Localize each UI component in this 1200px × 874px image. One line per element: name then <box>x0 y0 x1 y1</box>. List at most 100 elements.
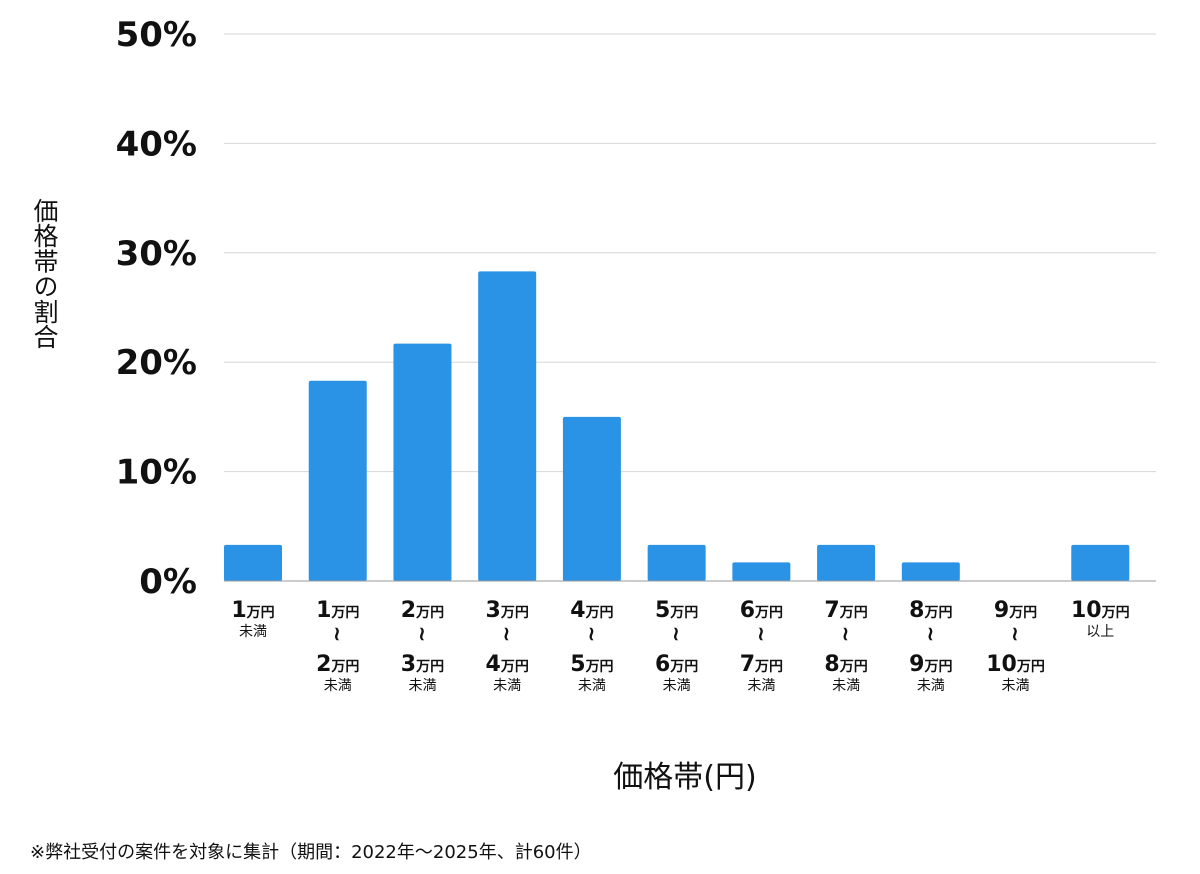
category-label-top: 6万円 <box>740 598 783 623</box>
category-number: 7 <box>824 598 839 623</box>
category-label-top: 2万円 <box>401 598 444 623</box>
category-number: 4 <box>486 652 501 677</box>
bar <box>817 544 876 581</box>
y-tick-label: 40% <box>116 124 197 164</box>
category-label-top: 7万円 <box>824 598 867 623</box>
category-suffix: 未満 <box>324 678 352 694</box>
category-tilde: ~ <box>919 626 943 643</box>
category-suffix: 未満 <box>832 678 860 694</box>
category-suffix: 未満 <box>1002 678 1030 694</box>
category-label-bottom: 8万円 <box>824 652 867 677</box>
category-number: 3 <box>486 598 501 623</box>
bar <box>224 544 282 581</box>
category-number: 3 <box>401 652 416 677</box>
category-unit: 万円 <box>585 659 614 675</box>
category-number: 10 <box>986 652 1017 677</box>
category-label-top: 3万円 <box>486 598 529 623</box>
category-unit: 万円 <box>839 659 868 675</box>
category-number: 7 <box>740 652 755 677</box>
category-tilde: ~ <box>410 626 434 643</box>
category-suffix: 未満 <box>663 678 691 694</box>
bar <box>478 271 537 581</box>
category-unit: 万円 <box>754 659 783 675</box>
category-label-top: 10万円 <box>1071 598 1130 623</box>
category-unit: 万円 <box>246 605 275 621</box>
category-label-top: 4万円 <box>570 598 613 623</box>
category-unit: 万円 <box>330 659 359 675</box>
category-unit: 万円 <box>754 605 783 621</box>
category-suffix: 未満 <box>917 678 945 694</box>
category-suffix: 未満 <box>493 678 521 694</box>
bar <box>393 343 452 581</box>
category-label-bottom: 6万円 <box>655 652 698 677</box>
category-tilde: ~ <box>665 626 689 643</box>
category-number: 5 <box>655 598 670 623</box>
category-unit: 万円 <box>1101 605 1130 621</box>
category-number: 9 <box>994 598 1009 623</box>
bar <box>732 562 791 581</box>
category-label-bottom: 9万円 <box>909 652 952 677</box>
category-tilde: ~ <box>1004 626 1028 643</box>
y-tick-label: 10% <box>116 453 197 493</box>
category-tilde: ~ <box>834 626 858 643</box>
category-unit: 万円 <box>669 659 698 675</box>
bar <box>562 416 621 581</box>
category-number: 2 <box>316 652 331 677</box>
category-unit: 万円 <box>585 605 614 621</box>
bar <box>901 562 960 581</box>
category-label-top: 9万円 <box>994 598 1037 623</box>
footnote: ※弊社受付の案件を対象に集計（期間：2022年〜2025年、計60件） <box>30 842 592 863</box>
category-number: 6 <box>655 652 670 677</box>
category-unit: 万円 <box>500 659 529 675</box>
category-label-bottom: 10万円 <box>986 652 1045 677</box>
category-unit: 万円 <box>669 605 698 621</box>
y-tick-label: 30% <box>116 234 197 274</box>
category-label-top: 1万円 <box>231 598 274 623</box>
category-number: 8 <box>824 652 839 677</box>
category-label-top: 5万円 <box>655 598 698 623</box>
category-label-top: 8万円 <box>909 598 952 623</box>
category-unit: 万円 <box>923 659 952 675</box>
category-number: 2 <box>401 598 416 623</box>
category-unit: 万円 <box>839 605 868 621</box>
category-unit: 万円 <box>500 605 529 621</box>
category-suffix: 未満 <box>239 624 267 640</box>
category-number: 8 <box>909 598 924 623</box>
category-suffix: 未満 <box>747 678 775 694</box>
category-unit: 万円 <box>415 605 444 621</box>
bar <box>1071 544 1130 581</box>
category-unit: 万円 <box>1016 659 1045 675</box>
category-unit: 万円 <box>330 605 359 621</box>
category-number: 4 <box>570 598 585 623</box>
y-tick-label: 50% <box>116 15 197 55</box>
y-tick-label: 0% <box>139 562 197 602</box>
category-number: 6 <box>740 598 755 623</box>
bar <box>647 544 706 581</box>
category-label-bottom: 7万円 <box>740 652 783 677</box>
category-label-bottom: 3万円 <box>401 652 444 677</box>
y-axis-label: 価格帯の割合 <box>30 198 59 350</box>
category-label-bottom: 5万円 <box>570 652 613 677</box>
category-number: 9 <box>909 652 924 677</box>
y-tick-label: 20% <box>116 343 197 383</box>
category-number: 10 <box>1071 598 1102 623</box>
category-tilde: ~ <box>749 626 773 643</box>
x-axis-label: 価格帯(円) <box>613 760 757 795</box>
category-unit: 万円 <box>1008 605 1037 621</box>
category-tilde: ~ <box>495 626 519 643</box>
category-label-top: 1万円 <box>316 598 359 623</box>
category-suffix: 未満 <box>408 678 436 694</box>
category-number: 5 <box>570 652 585 677</box>
category-number: 1 <box>316 598 331 623</box>
category-tilde: ~ <box>580 626 604 643</box>
category-label-bottom: 2万円 <box>316 652 359 677</box>
category-suffix: 以上 <box>1086 624 1114 640</box>
category-unit: 万円 <box>415 659 444 675</box>
category-number: 1 <box>231 598 246 623</box>
category-tilde: ~ <box>326 626 350 643</box>
bar <box>308 380 367 581</box>
category-unit: 万円 <box>923 605 952 621</box>
category-label-bottom: 4万円 <box>486 652 529 677</box>
category-suffix: 未満 <box>578 678 606 694</box>
